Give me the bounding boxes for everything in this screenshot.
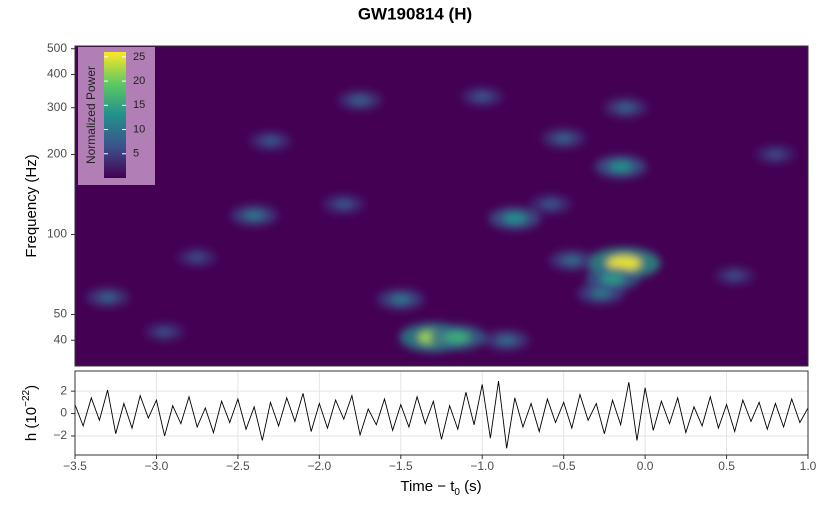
hotspot bbox=[590, 288, 612, 299]
hotspot bbox=[496, 335, 517, 345]
y-tick-label: −2 bbox=[53, 428, 67, 442]
x-axis-label: Time − t0 (s) bbox=[400, 478, 481, 498]
grid bbox=[74, 371, 809, 455]
y-tick-label: 0 bbox=[60, 406, 67, 420]
colorbar-label: Normalized Power bbox=[84, 66, 98, 164]
hotspot bbox=[155, 327, 174, 336]
x-tick-label: 1.0 bbox=[800, 459, 817, 473]
colorbar-tick-label: 25 bbox=[133, 51, 145, 63]
y-label-text: h (10 bbox=[23, 407, 40, 441]
hotspot bbox=[390, 294, 412, 305]
y-tick-label: 2 bbox=[60, 383, 67, 397]
x-tick-label: −3.0 bbox=[145, 459, 169, 473]
x-label-subscript: 0 bbox=[454, 487, 460, 498]
x-tick-label: −1.0 bbox=[470, 459, 494, 473]
x-tick-label: −2.5 bbox=[226, 459, 250, 473]
y-tick-label: 500 bbox=[47, 41, 67, 55]
colorbar bbox=[104, 52, 126, 178]
x-tick-label: −3.5 bbox=[63, 459, 87, 473]
y-label-suffix: ) bbox=[23, 385, 40, 390]
colorbar-tick-label: 15 bbox=[133, 99, 145, 111]
y-tick-label: 50 bbox=[54, 307, 68, 321]
hotspot bbox=[502, 213, 527, 224]
hotspot bbox=[554, 133, 574, 143]
y-axis-label: h (10−22) bbox=[21, 385, 40, 441]
heatmap-background bbox=[75, 46, 808, 366]
x-label-suffix: (s) bbox=[460, 478, 482, 495]
chart-title: GW190814 (H) bbox=[358, 4, 472, 23]
x-tick-label: 0.0 bbox=[637, 459, 654, 473]
y-tick-label: 100 bbox=[47, 227, 67, 241]
colorbar-tick-label: 10 bbox=[133, 123, 145, 135]
hotspot bbox=[188, 253, 206, 262]
hotspot bbox=[608, 161, 633, 172]
hotspot bbox=[444, 331, 471, 344]
panel-border bbox=[74, 370, 809, 456]
y-tick-label: 40 bbox=[54, 332, 68, 346]
x-tick-label: 0.5 bbox=[718, 459, 735, 473]
hotspot bbox=[473, 92, 492, 101]
x-tick-label: −0.5 bbox=[552, 459, 576, 473]
hotspot bbox=[97, 292, 118, 302]
hotspot bbox=[615, 103, 636, 113]
y-axis-label: Frequency (Hz) bbox=[23, 154, 40, 257]
y-tick-label: 400 bbox=[47, 67, 67, 81]
hotspot bbox=[243, 210, 265, 221]
hotspot bbox=[541, 199, 560, 209]
x-tick-label: −2.0 bbox=[307, 459, 331, 473]
x-label-text: Time − t bbox=[400, 478, 455, 495]
colorbar-tick-label: 20 bbox=[133, 75, 145, 87]
hotspot bbox=[261, 136, 280, 146]
hotspot bbox=[600, 273, 625, 285]
hotspot bbox=[606, 255, 642, 271]
hotspot bbox=[766, 150, 785, 159]
hotspot bbox=[334, 199, 353, 209]
y-label-superscript: −22 bbox=[21, 389, 32, 406]
heatmap bbox=[86, 87, 795, 353]
x-tick-label: −1.5 bbox=[389, 459, 413, 473]
panel-background bbox=[75, 371, 808, 455]
hotspot bbox=[726, 271, 744, 280]
y-tick-label: 200 bbox=[47, 147, 67, 161]
strain-line bbox=[74, 381, 809, 449]
y-tick-label: 300 bbox=[47, 100, 67, 114]
colorbar-tick-label: 5 bbox=[133, 148, 139, 160]
hotspot bbox=[350, 95, 370, 105]
panel-border bbox=[74, 45, 809, 367]
hotspot bbox=[561, 255, 582, 265]
